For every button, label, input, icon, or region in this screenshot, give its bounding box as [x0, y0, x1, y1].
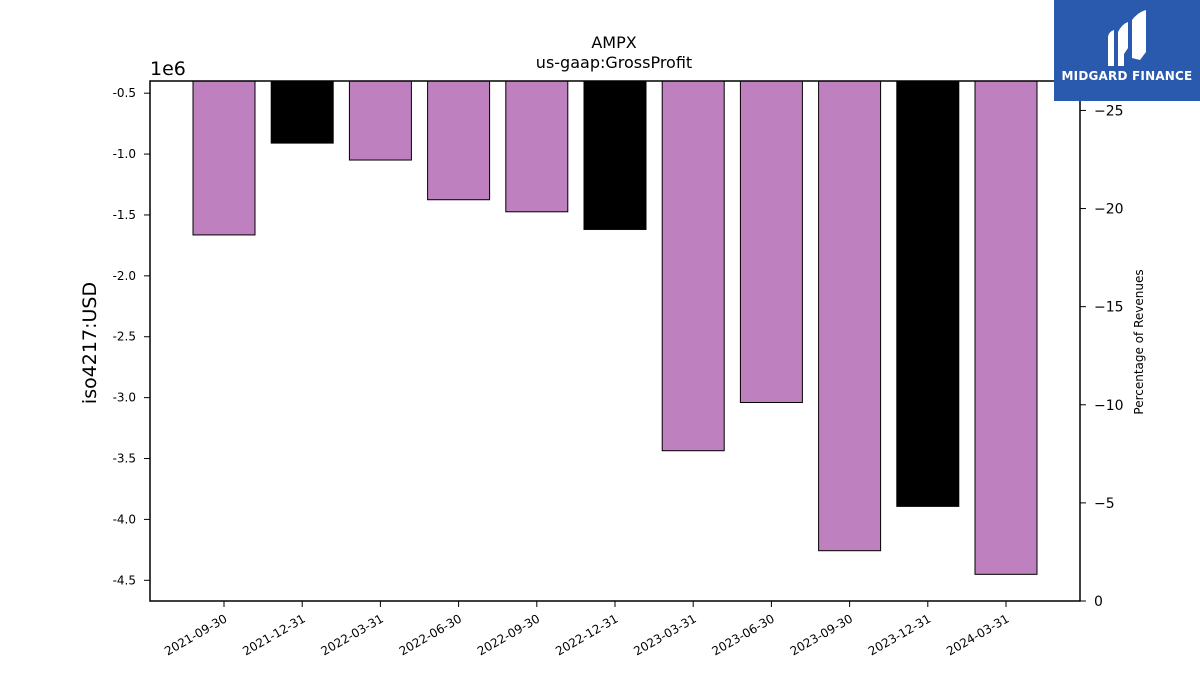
y-tick-label: -1.0 [113, 147, 136, 161]
bar-2022-12-31 [583, 80, 647, 230]
y-tick-label: -2.5 [113, 330, 136, 344]
y2-tick-label: −15 [1094, 300, 1124, 316]
bar-2022-06-30 [427, 80, 491, 201]
bar-2022-09-30 [505, 80, 569, 213]
y-scale-label: 1e6 [150, 58, 186, 80]
y2-tick-label: 0 [1094, 594, 1103, 610]
x-tick-label: 2022-06-30 [397, 611, 464, 658]
bar-2021-12-31 [270, 80, 334, 144]
y2-axis-label: Percentage of Revenues [1132, 269, 1146, 414]
y2-tick-label: −20 [1094, 202, 1124, 218]
bar-2022-03-31 [348, 80, 412, 161]
x-tick-label: 2023-03-31 [631, 611, 698, 658]
y-axis-ticks: -0.5 -1.0 -1.5 -2.0 -2.5 -3.0 -3.5 -4.0 -4.5 [113, 86, 150, 587]
chart-subtitle: us-gaap:GrossProfit [536, 53, 692, 72]
x-tick-label: 2023-09-30 [788, 611, 855, 658]
plot-frame [149, 80, 1081, 602]
x-tick-label: 2022-03-31 [318, 611, 385, 658]
y2-tick-label: −5 [1094, 496, 1115, 512]
x-axis-ticks: 2021-09-30 2021-12-31 2022-03-31 2022-06-30… [162, 601, 1012, 658]
x-tick-label: 2021-09-30 [162, 611, 229, 658]
bar-2023-03-31 [661, 80, 725, 452]
y-tick-label: -2.0 [113, 269, 136, 283]
y-tick-label: -3.0 [113, 391, 136, 405]
brand-logo: MIDGARD FINANCE [1054, 0, 1200, 101]
y2-tick-label: −25 [1094, 103, 1124, 119]
midgard-logo-icon [1108, 10, 1146, 66]
x-tick-label: 2024-03-31 [944, 611, 1011, 658]
x-tick-label: 2022-12-31 [553, 611, 620, 658]
logo-text: MIDGARD FINANCE [1061, 69, 1193, 83]
bar-2021-09-30 [192, 80, 256, 236]
bar-2024-03-31 [974, 80, 1038, 575]
x-tick-label: 2023-06-30 [709, 611, 776, 658]
y-tick-label: -0.5 [113, 86, 136, 100]
bar-2023-06-30 [739, 80, 803, 403]
y-tick-label: -3.5 [113, 452, 136, 466]
x-tick-label: 2022-09-30 [475, 611, 542, 658]
x-tick-label: 2021-12-31 [240, 611, 307, 658]
x-tick-label: 2023-12-31 [866, 611, 933, 658]
y2-axis-ticks: 0 −5 −10 −15 −20 −25 [1080, 103, 1124, 610]
chart-title: AMPX [591, 33, 636, 52]
bar-2023-12-31 [896, 80, 960, 507]
y-axis-label: iso4217:USD [79, 282, 101, 404]
y2-tick-label: −10 [1094, 398, 1124, 414]
y-tick-label: -4.0 [113, 512, 136, 526]
bar-2023-09-30 [818, 80, 882, 552]
y-tick-label: -4.5 [113, 573, 136, 587]
y-tick-label: -1.5 [113, 208, 136, 222]
bars-group [192, 80, 1038, 575]
